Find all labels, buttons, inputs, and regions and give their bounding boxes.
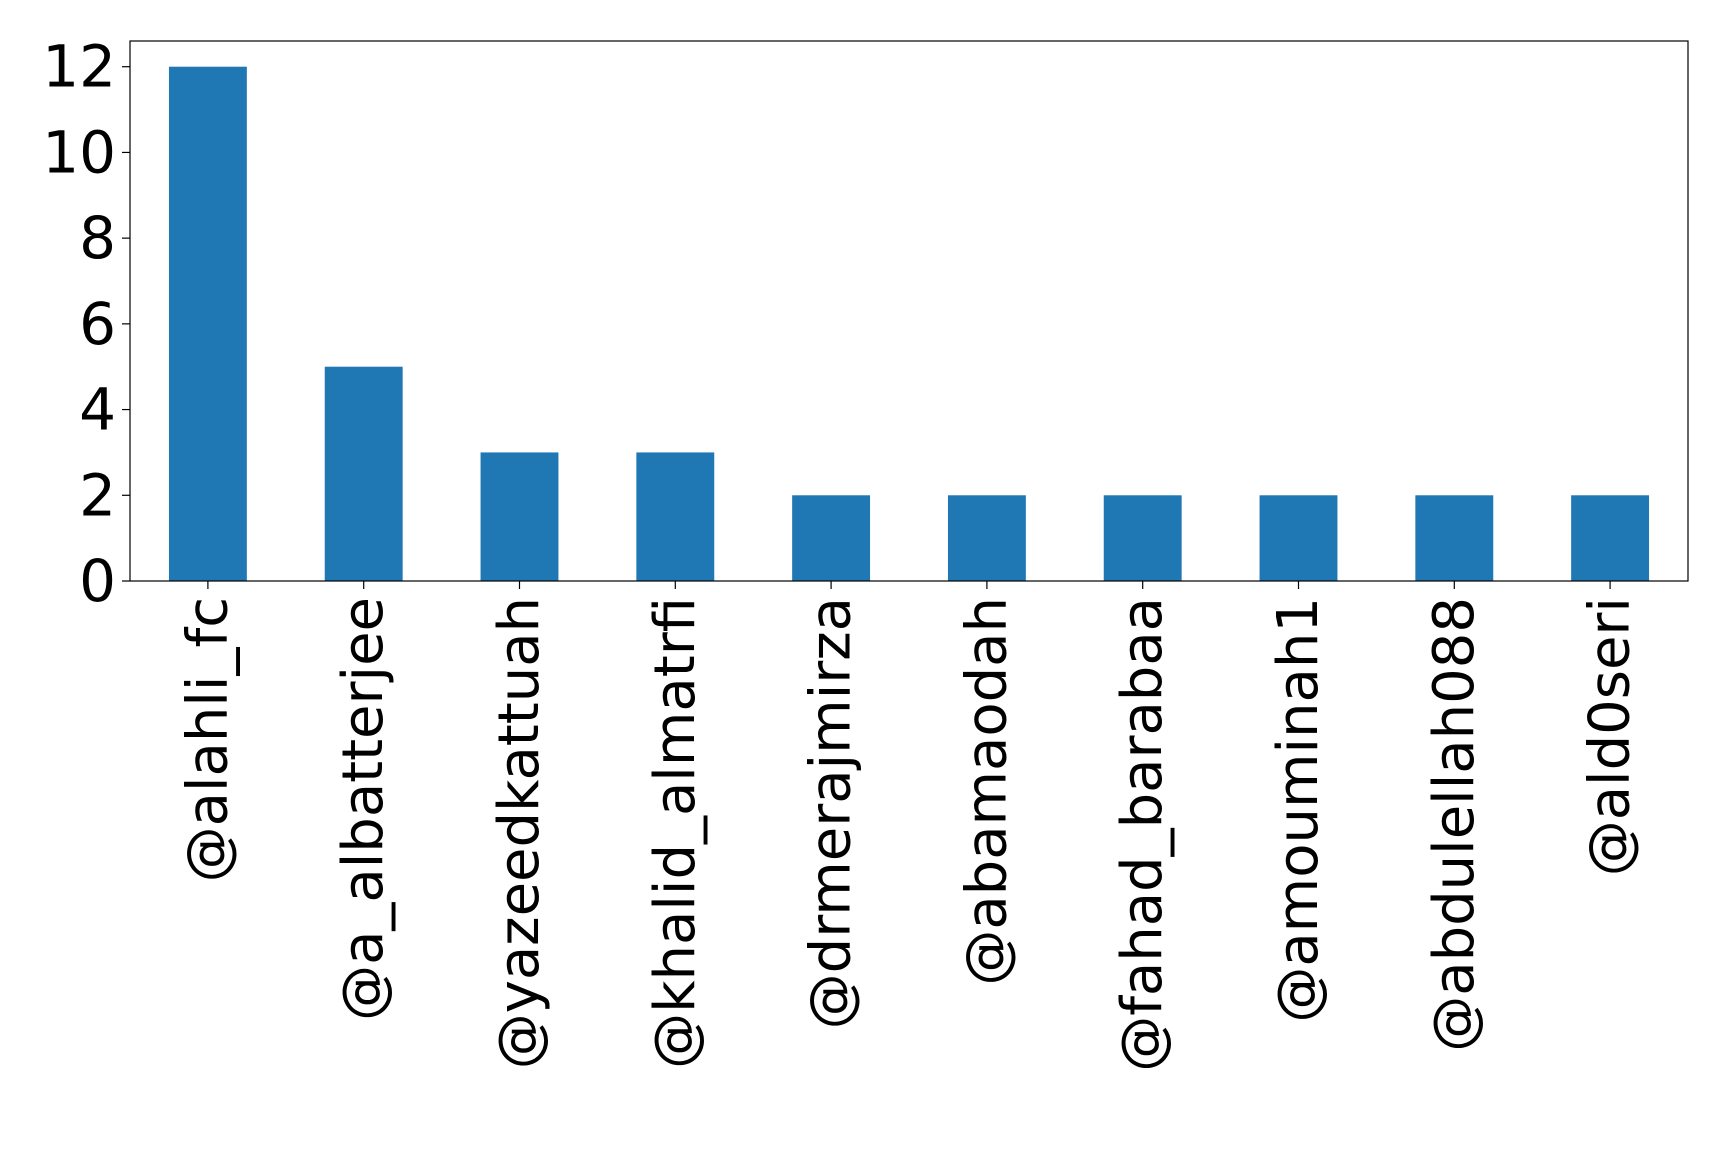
x-tick-label: @abdulellah088 [1422,597,1487,1052]
y-tick-label: 6 [79,290,116,358]
x-tick-label: @alahli_fc [175,597,240,882]
bar-abdulellah088 [1415,495,1494,581]
y-tick-label: 10 [42,118,116,186]
bar-khalid-almatrfi [636,452,715,581]
x-tick-label: @khalid_almatrfi [643,597,708,1069]
x-tick-label: @a_albatterjee [331,597,396,1021]
x-tick-label: @amouminah1 [1266,597,1331,1023]
y-tick-label: 2 [79,461,116,529]
x-tick-label: @abamaodah [954,597,1019,986]
x-tick-label: @yazeedkattuah [487,597,552,1069]
plot-frame [129,40,1689,582]
x-tick-label: @fahad_barabaa [1110,597,1175,1072]
bar-a-albatterjee [324,366,403,581]
y-tick-label: 4 [79,376,116,444]
bars-layer [168,66,1650,581]
bar-amouminah1 [1259,495,1338,581]
bar-alahli-fc [168,66,247,581]
y-tick-label: 12 [42,33,116,101]
y-tick-label: 8 [79,204,116,272]
bar-drmerajmirza [792,495,871,581]
x-tick-label: @ald0seri [1578,597,1643,876]
bar-fahad-barabaa [1103,495,1182,581]
y-axis: 0 2 4 6 8 10 12 [42,33,130,615]
bar-abamaodah [947,495,1026,581]
bar-yazeedkattuah [480,452,559,581]
x-tick-label: @drmerajmirza [799,597,864,1029]
bar-ald0seri [1571,495,1650,581]
x-axis: @alahli_fc @a_albatterjee @yazeedkattuah @k… [175,581,1643,1072]
y-tick-label: 0 [79,547,116,615]
